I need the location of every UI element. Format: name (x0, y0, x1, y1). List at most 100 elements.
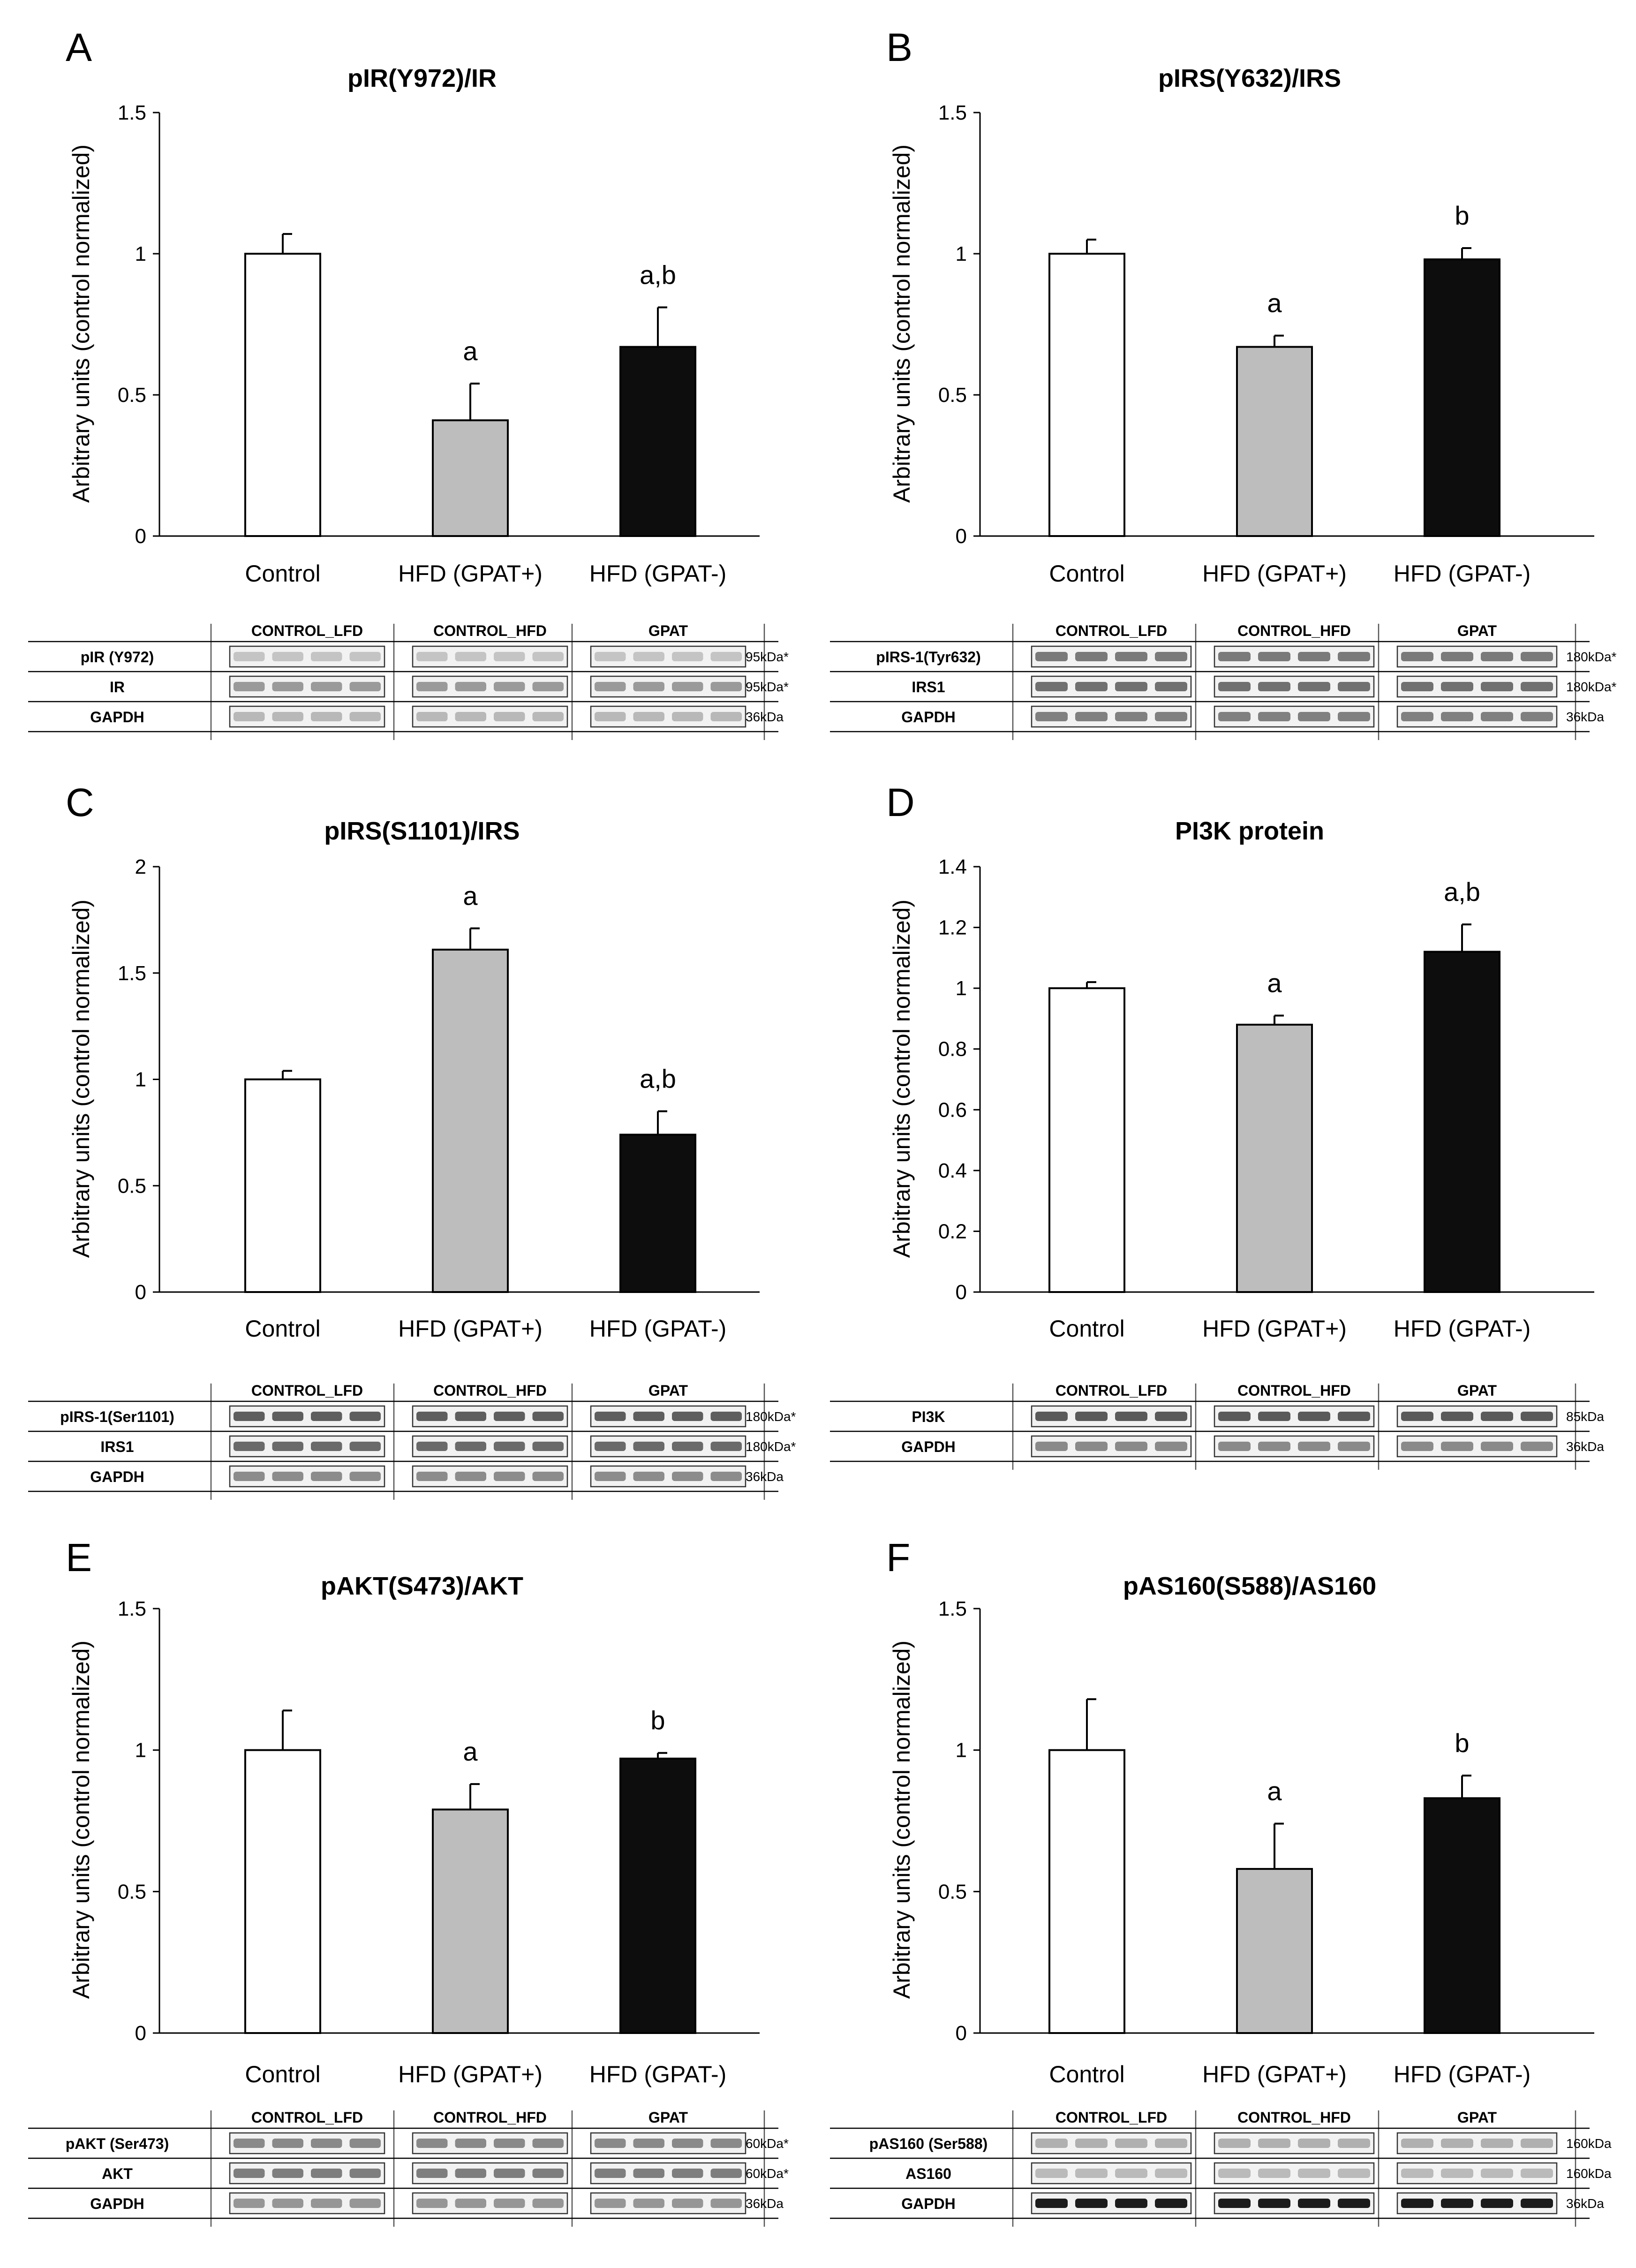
blot-band (1258, 1442, 1290, 1451)
blot-band (1035, 712, 1068, 721)
y-tick-label: 2 (135, 855, 146, 878)
blot-band (710, 652, 742, 661)
significance-label: a (1267, 288, 1282, 318)
blot-row-label: IRS1 (100, 1438, 134, 1455)
blot-kda-label: 85kDa (1566, 1409, 1604, 1424)
blot-band (1441, 682, 1473, 691)
blot-band (234, 2139, 265, 2148)
y-tick-label: 1 (135, 1068, 146, 1091)
category-label: Control (245, 560, 320, 587)
blot-band (1075, 2199, 1108, 2208)
y-tick-label: 0 (135, 2022, 146, 2045)
blot-band (532, 1442, 564, 1451)
blot-band (672, 2139, 703, 2148)
blot-row-label: AS160 (905, 2165, 951, 2182)
blot-group-header: GPAT (648, 2109, 688, 2126)
blot-band (532, 1412, 564, 1421)
blot-kda-label: 36kDa (746, 1469, 784, 1484)
blot-band (532, 712, 564, 721)
blot-band (416, 682, 448, 691)
category-label: HFD (GPAT-) (589, 1315, 727, 1342)
category-label: HFD (GPAT-) (589, 560, 727, 587)
chart-title: pIRS(Y632)/IRS (1158, 64, 1341, 92)
y-tick-label: 1 (135, 242, 146, 265)
bar-2 (432, 948, 509, 1293)
blot-band (1035, 1412, 1068, 1421)
blot-band (272, 712, 303, 721)
blot-kda-label: 180kDa* (1566, 680, 1617, 694)
blot-group-header: GPAT (1457, 1382, 1497, 1399)
blot-group-header: CONTROL_HFD (1237, 2109, 1351, 2126)
blot-band (710, 2169, 742, 2178)
blot-band (349, 2199, 381, 2208)
blot-band (272, 1442, 303, 1451)
blot-band (1075, 682, 1108, 691)
blot-band (1075, 1412, 1108, 1421)
blot-kda-label: 36kDa (746, 2196, 784, 2211)
blot-band (1035, 652, 1068, 661)
blot-band (1155, 1412, 1187, 1421)
blot-band (311, 1442, 342, 1451)
blot-band (1035, 2169, 1068, 2178)
bar-1 (1048, 987, 1125, 1293)
blot-band (494, 682, 525, 691)
bar-1 (1048, 253, 1125, 537)
chart-title: pIRS(S1101)/IRS (324, 817, 520, 845)
blot-band (595, 1412, 626, 1421)
panel-d: D PI3K protein 0 0.2 0.4 0.6 0.8 1 1.2 1.4 Arbitra… (830, 780, 1604, 1470)
blot-band (455, 1442, 486, 1451)
blot-band (416, 1412, 448, 1421)
blot-band (595, 682, 626, 691)
blot-band (633, 2169, 664, 2178)
blot-band (1338, 712, 1370, 721)
blot-group-header: CONTROL_HFD (433, 1382, 547, 1399)
blot-band (272, 682, 303, 691)
blot-band (416, 1442, 448, 1451)
blot-kda-label: 36kDa (1566, 1439, 1604, 1454)
blot-band (1155, 712, 1187, 721)
y-tick-label: 0 (135, 1281, 146, 1304)
blot-band (349, 682, 381, 691)
y-axis-label: Arbitrary units (control normalized) (889, 900, 915, 1258)
blot-band (1481, 652, 1513, 661)
blot-band (1481, 1442, 1513, 1451)
blot-band (349, 1412, 381, 1421)
y-tick-label: 0.2 (938, 1220, 967, 1243)
significance-label: a,b (1444, 877, 1480, 907)
category-label: Control (1049, 560, 1124, 587)
blot-band (416, 2139, 448, 2148)
blot-band (1155, 1442, 1187, 1451)
bar-3 (619, 1757, 696, 2034)
blot-row-label: GAPDH (901, 709, 956, 726)
blot-band (1155, 2139, 1187, 2148)
blot-band (1521, 652, 1553, 661)
significance-label: b (1455, 201, 1469, 230)
blot-row-label: GAPDH (901, 2195, 956, 2212)
blot-band (234, 1412, 265, 1421)
blot-band (532, 1472, 564, 1481)
blot-band (1298, 652, 1330, 661)
blot-band (1035, 2139, 1068, 2148)
blot-band (311, 2169, 342, 2178)
blot-group-header: GPAT (1457, 2109, 1497, 2126)
chart-title: pAS160(S588)/AS160 (1123, 1572, 1376, 1600)
blot-band (455, 1412, 486, 1421)
blot-band (1035, 2199, 1068, 2208)
blot-band (1115, 652, 1147, 661)
blot-band (1035, 1442, 1068, 1451)
blot-group-header: GPAT (1457, 622, 1497, 639)
blot-band (1075, 2169, 1108, 2178)
blot-band (1441, 2139, 1473, 2148)
blot-group-header: CONTROL_LFD (1055, 2109, 1167, 2126)
blot-row-label: IR (110, 679, 125, 696)
blot-band (1521, 682, 1553, 691)
blot-band (1441, 652, 1473, 661)
blot-band (532, 2169, 564, 2178)
blot-band (1035, 682, 1068, 691)
blot-band (1298, 712, 1330, 721)
blot-band (1115, 2139, 1147, 2148)
category-label: Control (245, 1315, 320, 1342)
blot-band (595, 1472, 626, 1481)
blot-row-label: PI3K (912, 1408, 945, 1425)
blot-band (1401, 2139, 1433, 2148)
